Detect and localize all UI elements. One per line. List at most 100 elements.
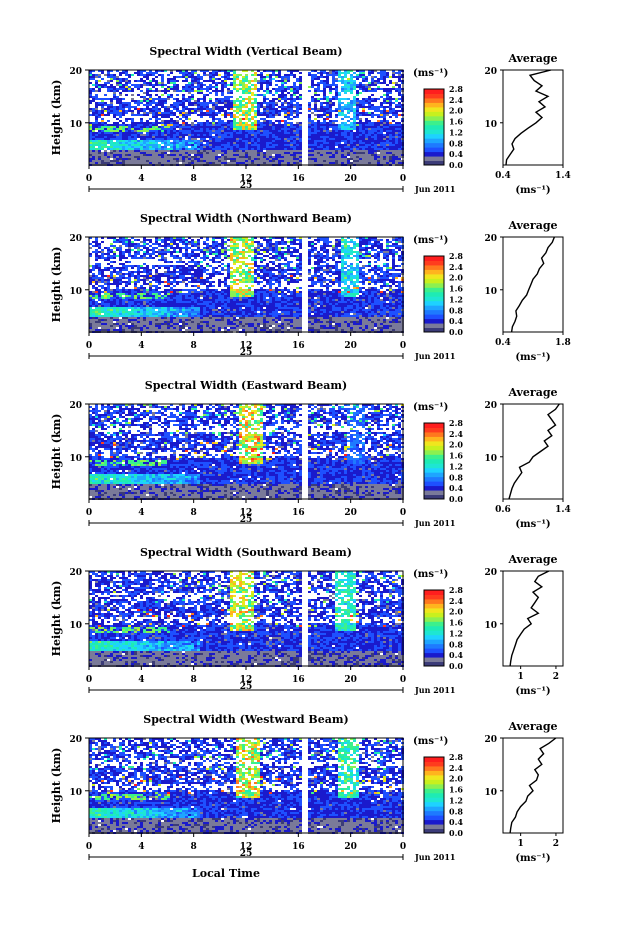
colorbar-segment (424, 454, 444, 459)
y-axis-label: Height (km) (50, 80, 63, 156)
colorbar-segment (424, 788, 444, 793)
x-tick-label: 0 (86, 842, 92, 852)
colorbar-segment (424, 779, 444, 784)
colorbar-segment (424, 301, 444, 306)
colorbar-segment (424, 427, 444, 432)
x-tick-label: 4 (138, 341, 144, 351)
colorbar-tick-label: 1.6 (449, 451, 463, 461)
colorbar-segment (424, 657, 444, 662)
x-axis: 0 4 8 12 16 20 025 Jun 2011 (86, 833, 456, 862)
x-tick-label: 8 (191, 341, 197, 351)
x-tick-label: 0 (86, 341, 92, 351)
colorbar-tick-label: 2.0 (449, 106, 463, 116)
colorbar-tick-label: 0.0 (449, 327, 463, 337)
avg-x-label: (ms⁻¹) (515, 519, 550, 530)
panel-title: Spectral Width (Westward Beam) (143, 713, 348, 726)
average-title: Average (507, 219, 557, 232)
average-title: Average (507, 386, 557, 399)
colorbar-tick-label: 2.8 (449, 585, 463, 595)
average-title: Average (507, 52, 557, 65)
avg-x-tick-label: 0.4 (495, 338, 511, 348)
x-tick-label: 8 (191, 508, 197, 518)
colorbar-tick-label: 2.4 (449, 95, 463, 105)
colorbar-segment (424, 644, 444, 649)
colorbar-tick-label: 2.8 (449, 84, 463, 94)
colorbar-segment (424, 590, 444, 595)
colorbar-segment (424, 274, 444, 279)
colorbar-tick-label: 1.6 (449, 284, 463, 294)
avg-x-tick-label: 1 (518, 839, 524, 849)
colorbar: (ms⁻¹)0.00.40.81.21.62.02.42.8 (413, 402, 463, 504)
average-profile-line (510, 571, 549, 666)
colorbar-unit: (ms⁻¹) (413, 569, 448, 580)
colorbar-tick-label: 0.4 (449, 316, 463, 326)
avg-x-label: (ms⁻¹) (515, 686, 550, 697)
y-tick-label: 20 (69, 67, 82, 77)
colorbar-unit: (ms⁻¹) (413, 736, 448, 747)
x-tick-label: 20 (344, 842, 357, 852)
colorbar-segment (424, 147, 444, 152)
panel-2: Spectral Width (Northward Beam)Height (k… (50, 212, 571, 363)
colorbar-segment (424, 815, 444, 820)
colorbar-segment (424, 292, 444, 297)
average-title: Average (507, 553, 557, 566)
colorbar-tick-label: 2.0 (449, 774, 463, 784)
colorbar-segment (424, 152, 444, 157)
y-tick-label: 10 (69, 120, 82, 130)
x-tick-label: 0 (400, 341, 406, 351)
colorbar-segment (424, 116, 444, 121)
colorbar-tick-label: 0.4 (449, 650, 463, 660)
x-tick-label: 16 (292, 508, 305, 518)
colorbar-segment (424, 648, 444, 653)
x-tick-label: 16 (292, 174, 305, 184)
colorbar-segment (424, 472, 444, 477)
average-title: Average (507, 720, 557, 733)
y-axis-label: Height (km) (50, 748, 63, 824)
x-tick-label: 16 (292, 675, 305, 685)
colorbar-tick-label: 0.8 (449, 472, 463, 482)
colorbar-unit: (ms⁻¹) (413, 68, 448, 79)
colorbar-segment (424, 761, 444, 766)
colorbar-segment (424, 102, 444, 107)
panel-3: Spectral Width (Eastward Beam)Height (km… (50, 379, 571, 530)
colorbar-segment (424, 599, 444, 604)
colorbar-segment (424, 436, 444, 441)
colorbar-segment (424, 314, 444, 319)
colorbar-tick-label: 0.8 (449, 806, 463, 816)
colorbar-segment (424, 432, 444, 437)
avg-x-tick-label: 1 (518, 672, 524, 682)
colorbar-segment (424, 319, 444, 324)
avg-y-tick-label: 10 (484, 287, 497, 297)
colorbar-segment (424, 283, 444, 288)
colorbar-tick-label: 1.2 (449, 294, 463, 304)
average-frame (503, 738, 563, 833)
day-label: 25 (240, 849, 253, 859)
colorbar-segment (424, 630, 444, 635)
colorbar-segment (424, 490, 444, 495)
x-tick-label: 4 (138, 675, 144, 685)
y-tick-label: 20 (69, 735, 82, 745)
colorbar: (ms⁻¹)0.00.40.81.21.62.02.42.8 (413, 736, 463, 838)
colorbar-segment (424, 617, 444, 622)
average-profile-line (506, 70, 551, 165)
heatmap-cells (89, 237, 404, 333)
x-tick-label: 0 (400, 508, 406, 518)
colorbar-segment (424, 93, 444, 98)
colorbar-tick-label: 2.4 (449, 262, 463, 272)
colorbar-segment (424, 323, 444, 328)
colorbar-segment (424, 138, 444, 143)
colorbar-tick-label: 2.4 (449, 763, 463, 773)
colorbar-segment (424, 820, 444, 825)
x-tick-label: 20 (344, 341, 357, 351)
colorbar-segment (424, 260, 444, 265)
colorbar-tick-label: 0.8 (449, 639, 463, 649)
x-axis: 0 4 8 12 16 20 025 Jun 2011 (86, 666, 456, 695)
colorbar-tick-label: 1.2 (449, 795, 463, 805)
colorbar-segment (424, 594, 444, 599)
panel-title: Spectral Width (Southward Beam) (140, 546, 352, 559)
colorbar-segment (424, 626, 444, 631)
colorbar: (ms⁻¹)0.00.40.81.21.62.02.42.8 (413, 235, 463, 337)
colorbar-tick-label: 1.6 (449, 618, 463, 628)
colorbar-segment (424, 107, 444, 112)
